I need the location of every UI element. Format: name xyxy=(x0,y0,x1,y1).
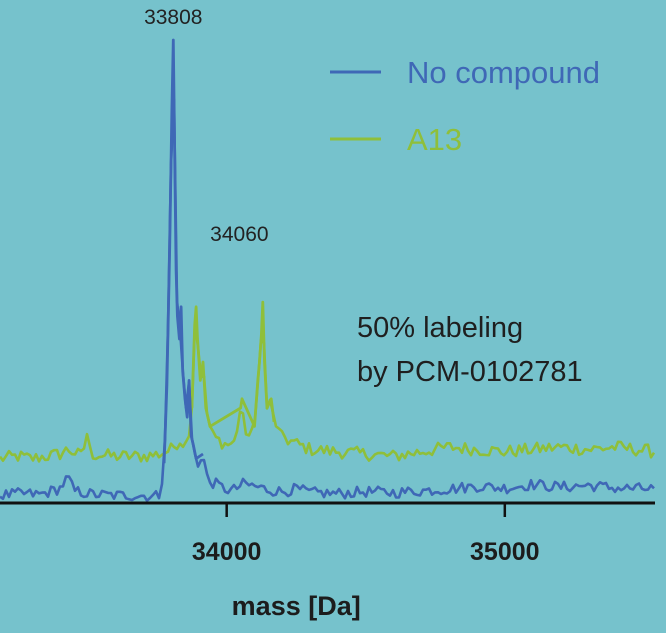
legend-label-no-compound: No compound xyxy=(407,55,600,90)
series-peaks-no-compound xyxy=(162,38,204,464)
annotation-line-2: by PCM-0102781 xyxy=(357,356,583,388)
series-line-a13 xyxy=(0,321,656,463)
series-layer xyxy=(0,38,656,502)
legend: No compound A13 xyxy=(330,55,600,157)
x-axis-title: mass [Da] xyxy=(232,591,361,621)
peak-labels: 33808 34060 xyxy=(144,6,268,246)
series-line-no-compound xyxy=(0,98,655,502)
x-axis-ticks: 34000 35000 xyxy=(192,503,540,566)
peak-label-33808: 33808 xyxy=(144,6,202,29)
annotation-line-1: 50% labeling xyxy=(357,312,523,344)
labeling-annotation: 50% labeling by PCM-0102781 xyxy=(357,312,583,388)
x-tick-label-34000: 34000 xyxy=(192,538,262,566)
peak-label-34060: 34060 xyxy=(210,223,268,246)
series-peaks-a13 xyxy=(190,300,276,428)
legend-label-a13: A13 xyxy=(407,122,462,157)
x-tick-label-35000: 35000 xyxy=(470,538,540,566)
